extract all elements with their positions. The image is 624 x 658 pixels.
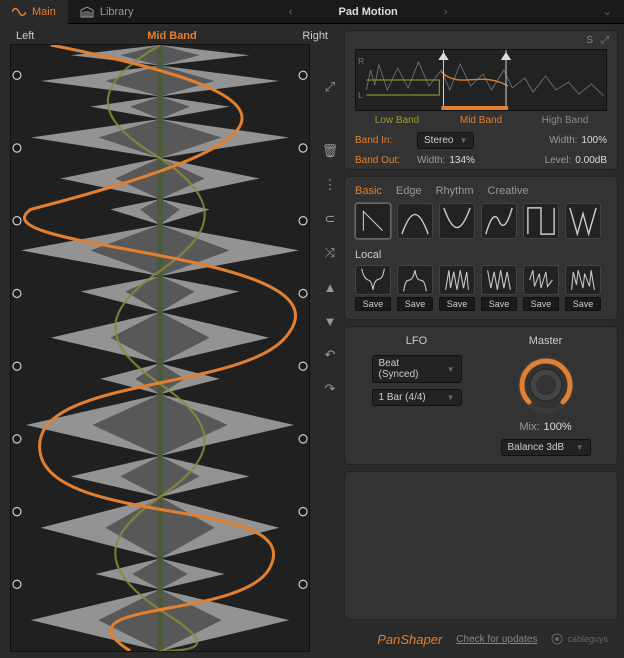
wave-preset-1[interactable] — [397, 203, 433, 239]
low-band-label[interactable]: Low Band — [355, 115, 439, 126]
preset-name[interactable]: Pad Motion — [338, 6, 397, 18]
width2-label: Width: — [417, 155, 445, 166]
save-button-2[interactable]: Save — [439, 297, 475, 311]
wave-preset-row — [355, 203, 607, 239]
wave-tab-creative[interactable]: Creative — [488, 185, 529, 197]
save-button-5[interactable]: Save — [565, 297, 601, 311]
wave-preset-0[interactable] — [355, 203, 391, 239]
svg-text:L: L — [358, 91, 363, 100]
save-button-4[interactable]: Save — [523, 297, 559, 311]
trash-icon[interactable]: 🗑 — [321, 142, 339, 160]
width-label: Width: — [549, 135, 577, 146]
lfo-rate-select[interactable]: 1 Bar (4/4)▼ — [372, 389, 462, 406]
level-value[interactable]: 0.00dB — [575, 155, 607, 166]
svg-text:R: R — [358, 57, 364, 66]
local-label: Local — [355, 249, 607, 261]
save-button-3[interactable]: Save — [481, 297, 517, 311]
overview-panel: S ⤢ R L Low Band Mid B — [344, 30, 618, 170]
redo-icon[interactable]: ↷ — [321, 380, 339, 398]
footer: PanShaper Check for updates cableguys — [344, 626, 618, 652]
lfo-title: LFO — [406, 335, 427, 347]
local-wave-1[interactable] — [397, 265, 433, 295]
tab-main-label: Main — [32, 6, 56, 18]
wave-local-row: Save Save Save Save Save Save — [355, 265, 607, 311]
right-label: Right — [302, 30, 328, 42]
mix-knob[interactable] — [516, 355, 576, 415]
band-in-label: Band In: — [355, 135, 409, 146]
link-icon[interactable]: ⋮ — [321, 176, 339, 194]
level-label: Level: — [545, 155, 572, 166]
wave-category-tabs: Basic Edge Rhythm Creative — [355, 185, 607, 197]
up-icon[interactable]: ▲ — [321, 278, 339, 296]
lfo-section: LFO Beat (Synced)▼ 1 Bar (4/4)▼ — [355, 335, 478, 456]
expand-icon[interactable]: ⤢ — [601, 35, 609, 46]
left-label: Left — [16, 30, 34, 42]
wave-preset-3[interactable] — [481, 203, 517, 239]
local-wave-0[interactable] — [355, 265, 391, 295]
band-out-label: Band Out: — [355, 155, 409, 166]
band-title: Mid Band — [147, 30, 197, 42]
blank-panel — [344, 471, 618, 620]
band-in-select[interactable]: Stereo▼ — [417, 132, 474, 149]
wave-preset-4[interactable] — [523, 203, 559, 239]
down-icon[interactable]: ▼ — [321, 312, 339, 330]
tool-column: ⤢ 🗑 ⋮ ⊂ ⤨ ▲ ▼ ↶ ↷ — [316, 44, 344, 658]
mix-value[interactable]: 100% — [544, 421, 572, 433]
save-button-0[interactable]: Save — [355, 297, 391, 311]
expand-icon[interactable]: ⤢ — [321, 78, 339, 96]
local-wave-5[interactable] — [565, 265, 601, 295]
tab-library[interactable]: Library — [68, 0, 146, 24]
top-bar: Main Library ‹ Pad Motion › ⌄ — [0, 0, 624, 24]
spectrum-overview[interactable]: R L — [355, 49, 607, 111]
band-labels: Low Band Mid Band High Band — [355, 115, 607, 126]
wave-preset-2[interactable] — [439, 203, 475, 239]
tab-library-label: Library — [100, 6, 134, 18]
solo-button[interactable]: S — [586, 35, 593, 46]
save-button-1[interactable]: Save — [397, 297, 433, 311]
mix-label: Mix: — [519, 421, 539, 433]
wave-library-panel: BasicEdgeRhythmCreative Local SaveSaveSa… — [344, 176, 618, 320]
lfo-master-panel: LFO Beat (Synced)▼ 1 Bar (4/4)▼ Master M… — [344, 326, 618, 465]
local-wave-3[interactable] — [481, 265, 517, 295]
undo-icon[interactable]: ↶ — [321, 346, 339, 364]
local-wave-2[interactable] — [439, 265, 475, 295]
high-band-label[interactable]: High Band — [523, 115, 607, 126]
company-label: cableguys — [551, 633, 608, 645]
width-value[interactable]: 100% — [581, 135, 607, 146]
library-icon — [80, 5, 94, 19]
mid-band-label[interactable]: Mid Band — [439, 115, 523, 126]
menu-chevron-icon[interactable]: ⌄ — [591, 5, 624, 18]
wave-tab-rhythm[interactable]: Rhythm — [436, 185, 474, 197]
local-wave-4[interactable] — [523, 265, 559, 295]
master-mode-select[interactable]: Balance 3dB▼ — [501, 439, 591, 456]
wave-tab-edge[interactable]: Edge — [396, 185, 422, 197]
waveform-header: Left Mid Band Right — [0, 24, 344, 44]
preset-next[interactable]: › — [438, 6, 454, 18]
master-title: Master — [529, 335, 563, 347]
waveform-editor[interactable] — [10, 44, 310, 652]
width2-value[interactable]: 134% — [449, 155, 475, 166]
updates-link[interactable]: Check for updates — [456, 634, 537, 645]
preset-prev[interactable]: ‹ — [283, 6, 299, 18]
master-section: Master Mix: 100% Balance 3dB▼ — [484, 335, 607, 456]
preset-selector: ‹ Pad Motion › — [145, 6, 590, 18]
wave-icon — [12, 5, 26, 19]
tab-main[interactable]: Main — [0, 0, 68, 24]
wave-tab-basic[interactable]: Basic — [355, 185, 382, 197]
shuffle-icon[interactable]: ⤨ — [321, 244, 339, 262]
wave-preset-5[interactable] — [565, 203, 601, 239]
lfo-mode-select[interactable]: Beat (Synced)▼ — [372, 355, 462, 383]
brand-logo: PanShaper — [377, 632, 442, 647]
magnet-icon[interactable]: ⊂ — [321, 210, 339, 228]
